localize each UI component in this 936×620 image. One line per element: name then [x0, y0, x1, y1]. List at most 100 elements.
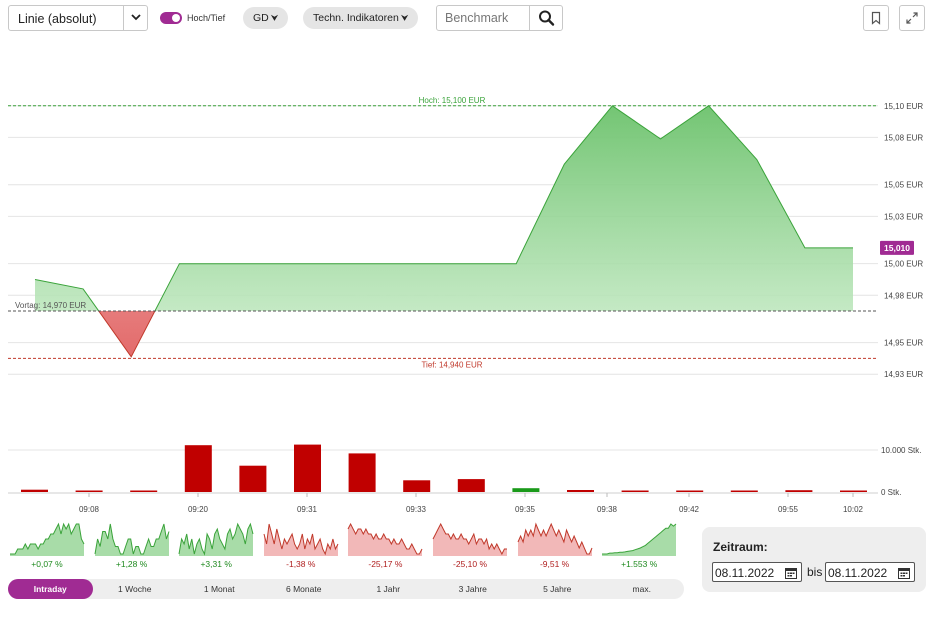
mini-chart[interactable]: -9,51 % — [516, 518, 594, 572]
tief-label: Tief: 14,940 EUR — [421, 360, 482, 369]
volume-bar — [184, 445, 212, 492]
y-tick-label: 15,10 EUR — [884, 102, 923, 111]
volume-bar — [130, 490, 158, 492]
volume-bar — [457, 479, 485, 492]
mini-performance: -1,38 % — [286, 559, 316, 569]
expand-icon — [906, 12, 918, 24]
date-to-input[interactable]: 08.11.2022 — [825, 562, 915, 582]
mini-area — [517, 524, 592, 556]
mini-line — [602, 523, 677, 555]
tab-5-jahre[interactable]: 5 Jahre — [543, 584, 572, 594]
volume-bar — [403, 480, 431, 492]
mini-line — [94, 523, 170, 555]
last-price-badge-bg — [880, 240, 914, 255]
period-panel: Zeitraum: 08.11.2022 bis 08.11.2022 — [702, 527, 926, 592]
gd-dropdown[interactable]: GD ⮟ — [243, 7, 289, 29]
volume-bar — [75, 490, 103, 492]
price-axis: 15,10 EUR 15,08 EUR 15,05 EUR 15,03 EUR 15,0… — [881, 102, 923, 497]
x-tick-label: 10:02 — [843, 505, 864, 514]
gd-label: GD — [253, 12, 269, 24]
calendar-icon[interactable] — [898, 567, 910, 579]
mini-line — [347, 522, 423, 555]
calendar-icon[interactable] — [785, 567, 797, 579]
mini-performance: +1.553 % — [621, 559, 658, 569]
volume-bar — [621, 490, 649, 492]
mini-chart[interactable]: +1,28 % — [93, 518, 171, 572]
x-tick-label: 09:42 — [679, 505, 700, 514]
x-tick-label: 09:35 — [515, 505, 536, 514]
high-low-toggle-label: Hoch/Tief — [187, 13, 226, 23]
period-between: bis — [807, 565, 823, 579]
toggle-knob — [172, 14, 180, 22]
volume-bar — [785, 490, 813, 492]
high-low-toggle[interactable] — [160, 12, 182, 24]
volume-bar — [840, 490, 867, 492]
mini-chart-graphic — [517, 522, 593, 556]
tab-1-monat[interactable]: 1 Monat — [203, 584, 235, 594]
benchmark-input[interactable] — [437, 6, 529, 30]
volume-bar — [730, 490, 758, 492]
hoch-label: Hoch: 15,100 EUR — [419, 96, 486, 105]
mini-line — [10, 522, 85, 555]
tab-max[interactable]: max. — [632, 584, 651, 594]
mini-area — [179, 524, 254, 556]
mini-line — [517, 522, 593, 555]
chart-type-select[interactable]: Linie (absolut) — [8, 5, 148, 31]
volume-bar — [294, 444, 321, 492]
x-tick-label: 09:33 — [406, 505, 427, 514]
fullscreen-button[interactable] — [899, 5, 925, 31]
x-tick-label: 09:31 — [297, 505, 318, 514]
mini-chart[interactable]: -25,17 % — [346, 518, 424, 572]
chevron-down-icon[interactable] — [130, 9, 142, 28]
area-above-previous — [35, 105, 853, 312]
y-tick-label: 15,03 EUR — [884, 212, 923, 221]
bookmark-button[interactable] — [863, 5, 889, 31]
x-tick-label: 09:08 — [79, 505, 100, 514]
mini-chart[interactable]: +3,31 % — [177, 518, 255, 572]
y-tick-label: 14,95 EUR — [884, 339, 923, 348]
y-tick-label: 15,08 EUR — [884, 133, 923, 142]
mini-performance: -25,10 % — [452, 559, 488, 569]
reference-lines: Hoch: 15,100 EUR Tief: 14,940 EUR Vortag: … — [8, 96, 878, 369]
mini-chart[interactable]: +1.553 % — [600, 518, 678, 572]
mini-chart-graphic — [178, 522, 254, 556]
select-divider — [123, 6, 124, 30]
mini-chart[interactable]: +0,07 % — [8, 518, 86, 572]
mini-chart[interactable]: -25,10 % — [431, 518, 509, 572]
indicators-dropdown[interactable]: Techn. Indikatoren ⮟ — [303, 7, 419, 29]
indicators-label: Techn. Indikatoren — [313, 12, 399, 24]
benchmark-search — [436, 5, 563, 31]
chevron-down-icon: ⮟ — [400, 13, 409, 23]
date-to-value: 08.11.2022 — [828, 566, 888, 580]
tab-intraday[interactable]: Intraday — [8, 579, 93, 599]
date-from-input[interactable]: 08.11.2022 — [712, 562, 802, 582]
tab-6-monate[interactable]: 6 Monate — [286, 584, 322, 594]
mini-chart-graphic — [432, 522, 507, 556]
price-line-up — [34, 105, 853, 312]
volume-bar — [21, 489, 48, 492]
x-tick-label: 09:38 — [597, 505, 618, 514]
y-tick-label: 14,98 EUR — [884, 291, 923, 300]
mini-area — [348, 524, 423, 556]
mini-line — [178, 522, 254, 556]
volume-bar — [676, 490, 704, 492]
mini-area — [94, 524, 169, 556]
price-area — [34, 105, 853, 358]
tab-1-woche[interactable]: 1 Woche — [118, 584, 152, 594]
mini-chart-graphic — [10, 522, 85, 556]
mini-performance: +1,28 % — [115, 559, 148, 569]
chart-toolbar: Linie (absolut) Hoch/Tief GD ⮟ Techn. Ind… — [0, 0, 936, 36]
period-title: Zeitraum: — [713, 540, 768, 554]
tab-1-jahr[interactable]: 1 Jahr — [376, 584, 401, 594]
volume-bar — [348, 453, 376, 492]
mini-chart[interactable]: -1,38 % — [262, 518, 340, 572]
benchmark-search-button[interactable] — [529, 6, 562, 30]
date-from-value: 08.11.2022 — [715, 566, 775, 580]
volume-bar — [567, 490, 594, 492]
mini-chart-graphic — [263, 523, 339, 556]
mini-chart-graphic — [347, 522, 423, 556]
last-price-badge: 15,010 — [880, 240, 914, 255]
tab-3-jahre[interactable]: 3 Jahre — [458, 584, 487, 594]
x-tick-label: 09:20 — [188, 505, 209, 514]
